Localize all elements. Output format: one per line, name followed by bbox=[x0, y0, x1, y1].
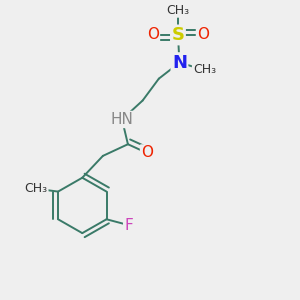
Text: CH₃: CH₃ bbox=[24, 182, 47, 195]
Text: N: N bbox=[172, 54, 187, 72]
Text: HN: HN bbox=[111, 112, 134, 127]
Text: CH₃: CH₃ bbox=[193, 63, 216, 76]
Text: CH₃: CH₃ bbox=[167, 4, 190, 17]
Text: O: O bbox=[197, 28, 209, 43]
Text: O: O bbox=[141, 146, 153, 160]
Text: F: F bbox=[124, 218, 133, 232]
Text: S: S bbox=[172, 26, 184, 44]
Text: O: O bbox=[147, 28, 159, 43]
